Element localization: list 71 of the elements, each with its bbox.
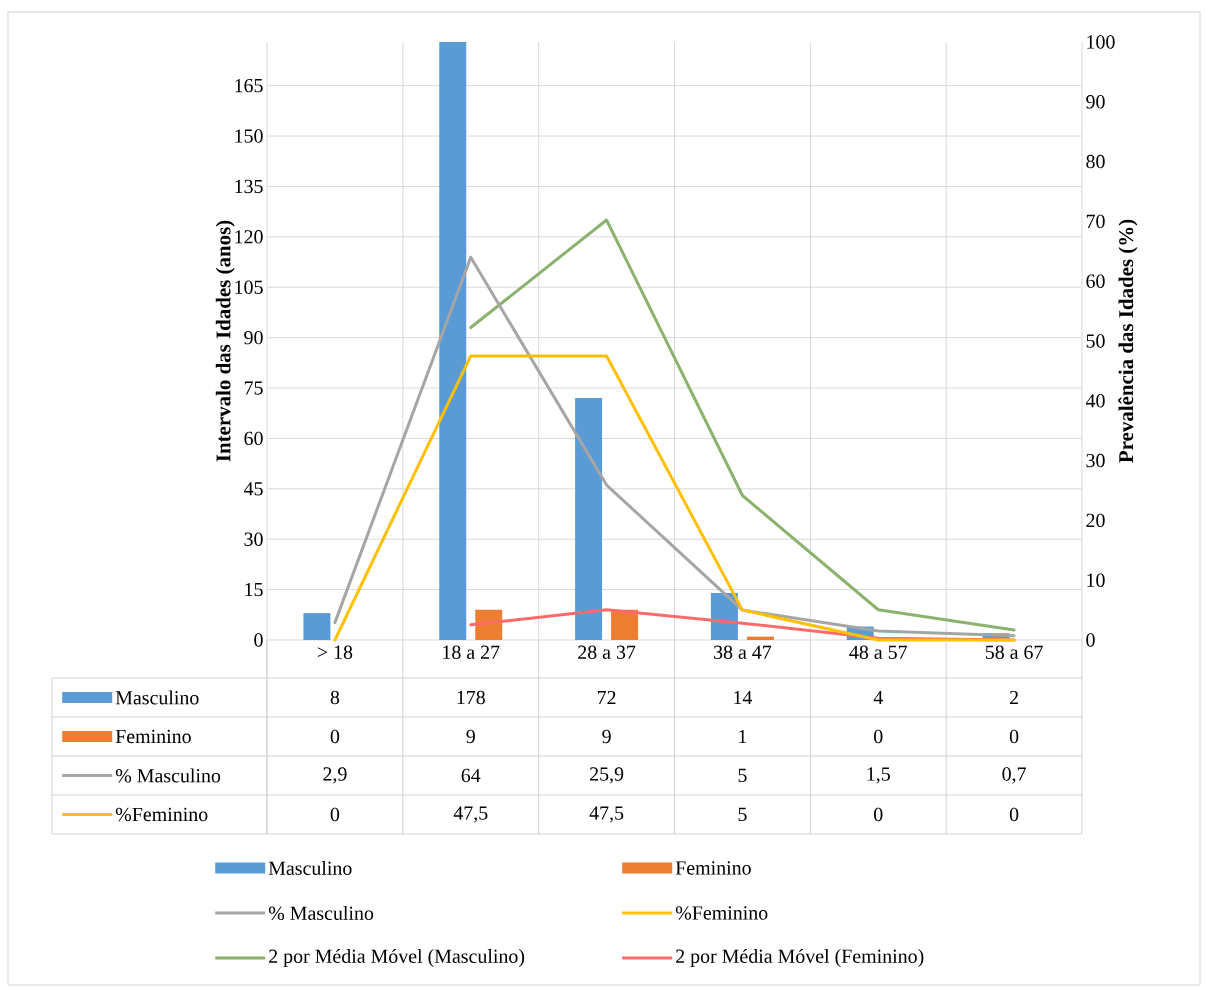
y2-tick-label: 0 — [1086, 633, 1095, 647]
data-label: 0 — [874, 729, 883, 744]
legend-label: Masculino — [115, 690, 199, 705]
y2-axis-title: Prevalência das Idades (%) — [1118, 219, 1138, 463]
y-axis-title: Intervalo das Idades (anos) — [215, 220, 235, 462]
y-tick-label: 150 — [235, 129, 263, 143]
y-tick-label: 75 — [244, 381, 263, 395]
legend-label: 2 por Média Móvel (Masculino) — [269, 948, 525, 968]
data-label: 25,9 — [590, 767, 624, 784]
x-tick-label: 28 a 37 — [578, 645, 636, 659]
y-tick-label: 45 — [243, 482, 263, 496]
data-label: 4 — [873, 690, 883, 705]
y-tick-label: 165 — [235, 78, 263, 93]
data-label: 9 — [602, 729, 611, 744]
data-label: 8 — [330, 690, 340, 705]
text: Masculino — [268, 860, 352, 875]
data-label: 47,5 — [453, 806, 488, 823]
y2-tick-label: 90 — [1086, 95, 1105, 109]
line-series — [469, 218, 1016, 632]
y-tick-label: 135 — [235, 179, 263, 194]
data-label: 0,7 — [1002, 767, 1026, 784]
legend-label: Feminino — [675, 861, 751, 875]
y-tick-label: 90 — [244, 330, 263, 345]
y-tick-label: 120 — [235, 230, 263, 244]
legend-label: % Masculino — [115, 768, 221, 783]
y2-tick-label: 30 — [1086, 453, 1105, 468]
data-label: 5 — [738, 768, 747, 783]
data-label: 0 — [330, 807, 340, 822]
y2-tick-label: 60 — [1086, 274, 1105, 288]
bar — [575, 398, 603, 640]
y2-tick-label: 10 — [1087, 573, 1105, 587]
data-label: 47,5 — [589, 806, 624, 823]
data-label: 0 — [1009, 807, 1019, 822]
data-label: 2 — [1009, 690, 1018, 705]
bar — [303, 613, 331, 640]
data-label: 64 — [461, 768, 481, 783]
data-label: 14 — [734, 690, 753, 705]
y2-tick-label: 20 — [1086, 513, 1105, 528]
x-tick-label: 48 a 57 — [849, 645, 907, 659]
y-tick-label: 105 — [235, 280, 263, 294]
text: %Feminino — [675, 906, 768, 920]
y-tick-label: 30 — [244, 532, 263, 546]
x-tick-label: > 18 — [317, 645, 353, 659]
bar — [611, 609, 639, 640]
data-label: 0 — [330, 729, 340, 744]
y2-tick-label: 40 — [1085, 394, 1105, 408]
line-series — [333, 255, 1016, 638]
legend-label: 2 por Média Móvel (Feminino) — [676, 948, 924, 968]
data-label: 0 — [1009, 729, 1019, 744]
y2-tick-label: 80 — [1086, 154, 1105, 169]
data-label: 5 — [738, 807, 747, 822]
x-tick-label: 18 a 27 — [443, 645, 500, 659]
y2-tick-label: 70 — [1086, 214, 1105, 229]
y-tick-label: 15 — [245, 582, 263, 597]
y-tick-label: 0 — [254, 633, 263, 647]
x-tick-label: 38 a 47 — [714, 645, 772, 659]
legend-label: %Feminino — [115, 807, 208, 822]
text: % Masculino — [268, 905, 374, 921]
y-tick-label: 60 — [244, 431, 263, 446]
text: Feminino — [115, 729, 191, 744]
bar — [439, 41, 467, 640]
x-tick-label: 58 a 67 — [985, 645, 1043, 659]
y2-tick-label: 50 — [1086, 334, 1105, 348]
data-label: 178 — [457, 690, 485, 705]
data-label: 2,9 — [323, 767, 347, 784]
data-label: 1,5 — [867, 767, 890, 784]
data-label: 0 — [874, 807, 883, 822]
data-label: 9 — [466, 729, 475, 744]
data-label: 1 — [739, 729, 747, 744]
y2-tick-label: 100 — [1087, 35, 1115, 49]
data-label: 72 — [597, 690, 616, 705]
